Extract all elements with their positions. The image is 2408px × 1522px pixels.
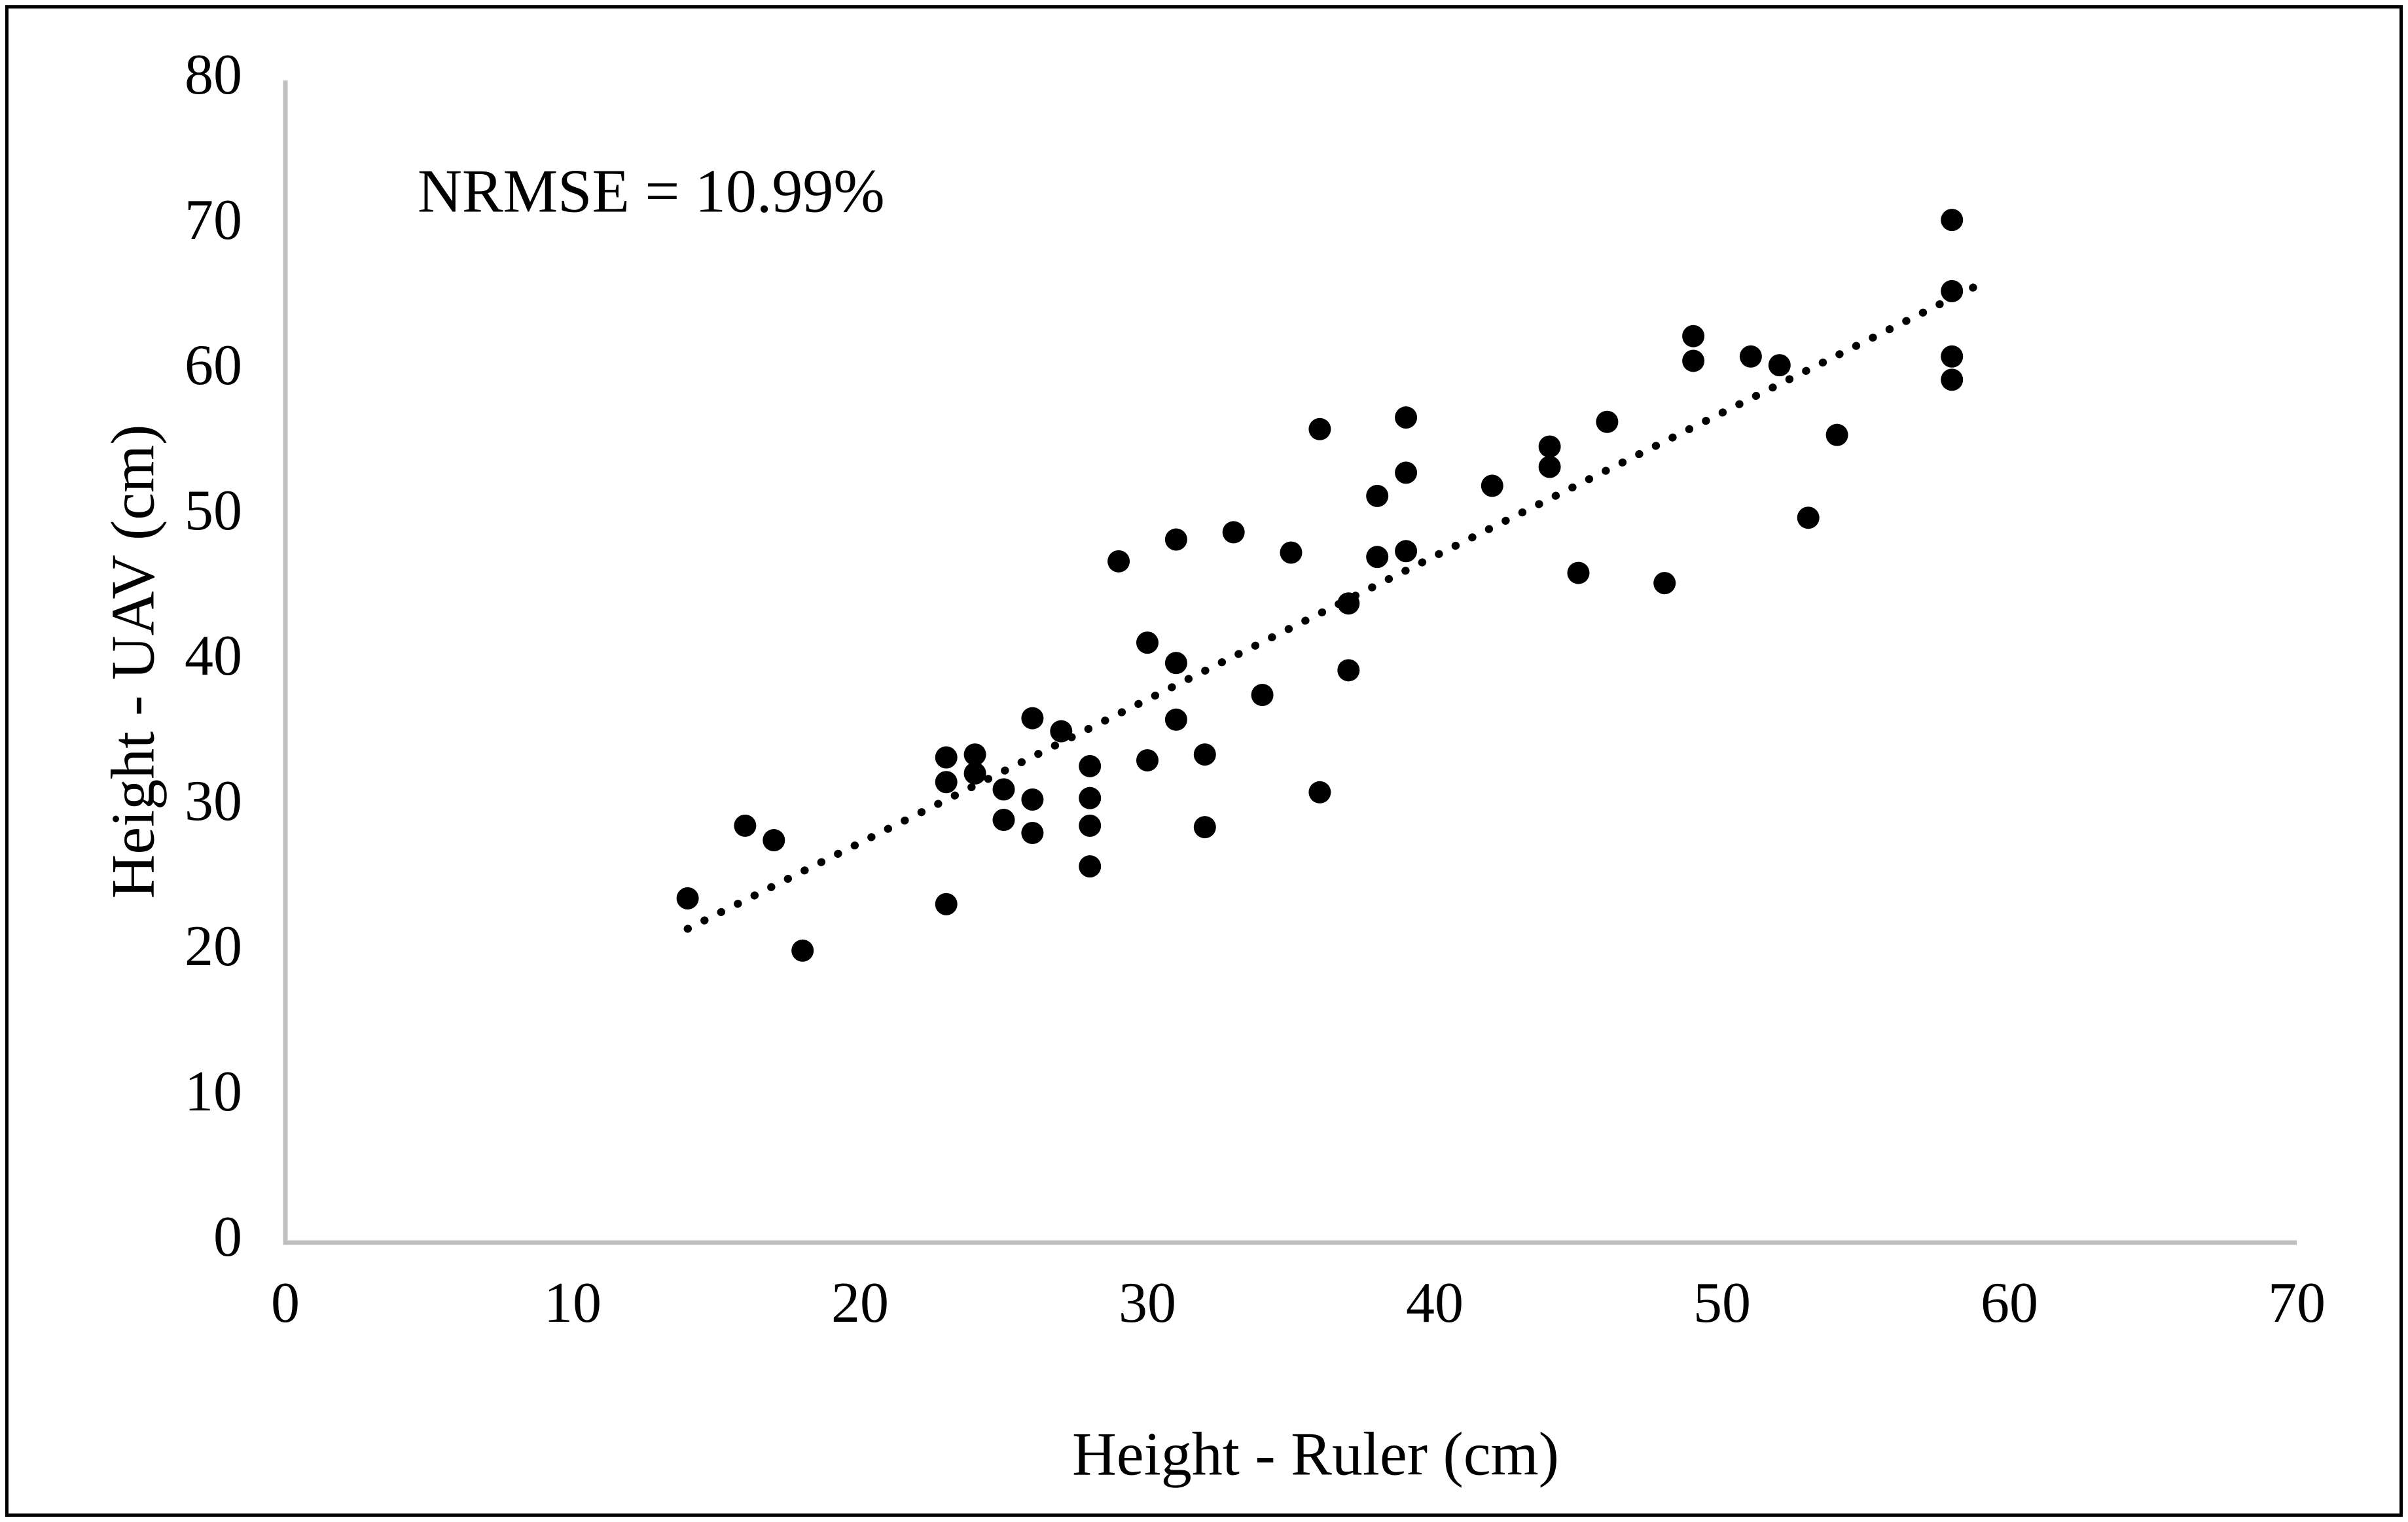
data-point xyxy=(1653,572,1676,595)
data-point xyxy=(1768,354,1791,377)
x-tick-label: 10 xyxy=(544,1271,602,1335)
data-point xyxy=(1136,749,1159,771)
data-point xyxy=(963,743,986,766)
x-axis-title: Height - Ruler (cm) xyxy=(1072,1421,1559,1489)
data-point xyxy=(1222,521,1245,544)
data-point xyxy=(1164,528,1187,551)
data-point xyxy=(1079,814,1102,837)
data-point xyxy=(1941,368,1964,391)
y-tick-label: 10 xyxy=(185,1060,242,1124)
data-point xyxy=(1538,455,1561,478)
data-point xyxy=(1682,349,1705,372)
data-point xyxy=(1021,821,1044,844)
y-tick-label: 0 xyxy=(213,1205,242,1269)
data-point xyxy=(1021,788,1044,811)
data-point xyxy=(935,893,958,915)
data-point xyxy=(1308,417,1331,440)
data-point xyxy=(1739,345,1762,368)
data-point xyxy=(763,829,785,852)
x-tick-label: 70 xyxy=(2268,1271,2326,1335)
data-point xyxy=(1164,652,1187,675)
x-tick-label: 40 xyxy=(1406,1271,1464,1335)
data-point xyxy=(1164,708,1187,731)
data-point xyxy=(935,771,958,794)
data-point xyxy=(1395,406,1418,429)
data-point xyxy=(1050,720,1073,743)
data-point xyxy=(1107,550,1130,573)
y-tick-label: 70 xyxy=(185,188,242,252)
data-point xyxy=(1481,474,1503,497)
data-point xyxy=(1941,279,1964,302)
y-tick-label: 60 xyxy=(185,334,242,397)
data-point xyxy=(1797,506,1820,529)
data-point xyxy=(1941,209,1964,232)
x-tick-label: 60 xyxy=(1981,1271,2038,1335)
x-tick-label: 30 xyxy=(1119,1271,1176,1335)
data-point xyxy=(791,939,814,962)
data-point xyxy=(1395,540,1418,563)
data-point xyxy=(1280,541,1303,564)
x-tick-label: 20 xyxy=(831,1271,889,1335)
data-point xyxy=(1825,423,1848,446)
data-point xyxy=(1596,410,1619,433)
data-point xyxy=(1251,684,1274,707)
data-point xyxy=(992,808,1015,831)
data-point xyxy=(1079,787,1102,809)
x-tick-label: 50 xyxy=(1693,1271,1751,1335)
x-tick-label: 0 xyxy=(271,1271,300,1335)
y-tick-label: 30 xyxy=(185,770,242,833)
y-tick-label: 40 xyxy=(185,624,242,688)
data-point xyxy=(1366,484,1389,507)
data-point xyxy=(1193,743,1216,766)
data-point xyxy=(676,887,699,910)
data-point xyxy=(1337,659,1360,682)
data-point xyxy=(1538,435,1561,458)
y-tick-label: 80 xyxy=(185,43,242,107)
data-point xyxy=(1193,816,1216,839)
data-point xyxy=(963,762,986,785)
data-point xyxy=(1366,546,1389,569)
data-point xyxy=(1136,631,1159,654)
data-point xyxy=(734,814,757,837)
data-point xyxy=(1021,707,1044,730)
y-axis-title: Height - UAV (cm) xyxy=(99,425,168,899)
data-point xyxy=(1308,781,1331,804)
y-tick-label: 20 xyxy=(185,915,242,978)
data-point xyxy=(1567,561,1590,584)
data-point xyxy=(1395,461,1418,484)
data-point xyxy=(1941,345,1964,368)
data-point xyxy=(1337,592,1360,615)
data-point xyxy=(1079,855,1102,878)
data-point xyxy=(1079,754,1102,777)
nrmse-annotation: NRMSE = 10.99% xyxy=(418,158,885,226)
data-point xyxy=(992,778,1015,801)
data-point xyxy=(935,746,958,769)
data-point xyxy=(1682,325,1705,347)
y-tick-label: 50 xyxy=(185,479,242,542)
trendline-dotted xyxy=(683,277,1990,933)
